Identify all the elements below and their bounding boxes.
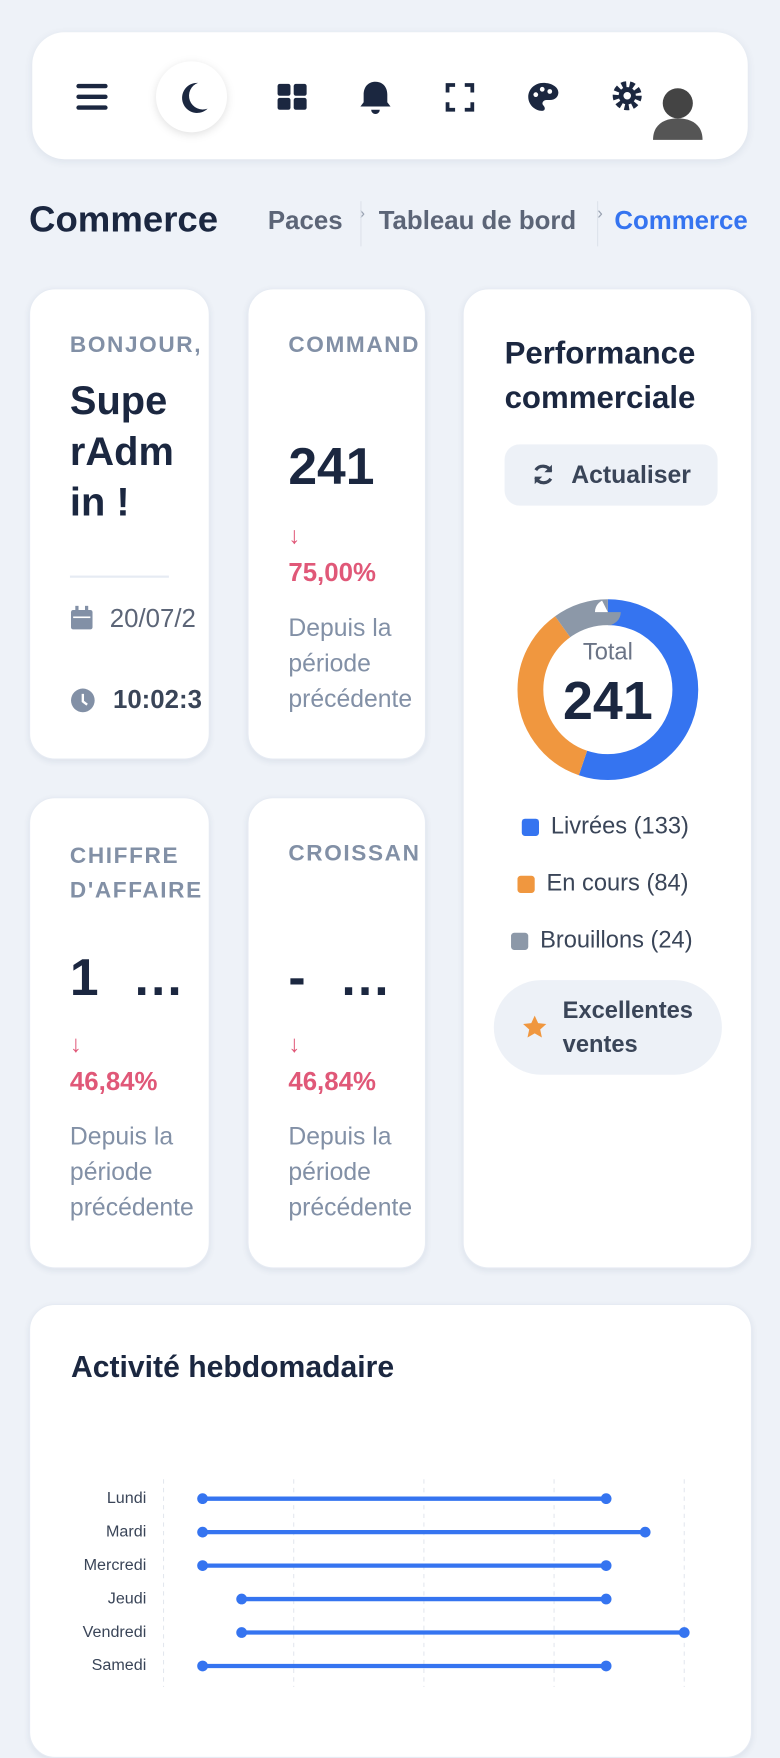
start-dot xyxy=(197,1493,208,1505)
page: Commerce Paces › Tableau de bord › Comme… xyxy=(29,32,753,1758)
kpi-value: 1 … xyxy=(69,949,185,1008)
card-title: Performance commerciale xyxy=(504,336,696,416)
calendar-icon xyxy=(71,605,93,630)
dumbbell-chart: Lundi Mardi Mercredi Jeudi Vendredi Samedi xyxy=(83,1479,690,1687)
start-dot xyxy=(197,1560,208,1571)
button-label: Actualiser xyxy=(571,460,691,489)
theme-toggle[interactable] xyxy=(155,61,228,133)
legend-label: Livrées (133) xyxy=(551,814,689,840)
end-dot xyxy=(639,1526,651,1538)
start-dot xyxy=(197,1660,208,1672)
start-dot xyxy=(236,1627,248,1638)
badge-label: Excellentes ventes xyxy=(562,996,693,1058)
end-dot xyxy=(600,1493,612,1505)
refresh-button[interactable] xyxy=(504,444,718,506)
fullscreen-icon[interactable] xyxy=(445,83,475,112)
center-label: Total xyxy=(583,639,633,665)
legend-label: Brouillons (24) xyxy=(540,928,693,954)
start-dot xyxy=(236,1593,248,1605)
welcome-card: BONJOUR, SuperAdmin ! 20/07/2 10:02:3 xyxy=(29,288,210,760)
kpi-title: CHIFFRE D'AFFAIRE xyxy=(69,843,203,903)
y-tick-label: Samedi xyxy=(92,1656,147,1674)
greeting: BONJOUR, xyxy=(69,332,203,358)
user-name: SuperAdmin ! xyxy=(69,378,174,524)
y-tick-label: Mardi xyxy=(106,1522,146,1540)
kpi-note: Depuis la période précédente xyxy=(288,613,413,713)
breadcrumb-separator: › xyxy=(597,204,603,223)
kpi-change: 46,84% xyxy=(69,1067,158,1097)
divider xyxy=(597,201,599,247)
kpi-note: Depuis la période précédente xyxy=(69,1122,194,1222)
y-tick-label: Lundi xyxy=(107,1489,146,1507)
y-tick-label: Jeudi xyxy=(108,1589,147,1607)
stage: Commerce Paces › Tableau de bord › Comme… xyxy=(29,32,753,1758)
down-arrow: ↓ xyxy=(69,1030,82,1058)
avatar[interactable] xyxy=(653,88,703,140)
breadcrumb-item[interactable]: Paces xyxy=(267,206,343,236)
legend-swatch xyxy=(511,932,529,950)
kpi-change: 75,00% xyxy=(288,558,376,588)
start-dot xyxy=(197,1526,208,1538)
kpi-card: CROISSAN - … ↓ 46,84% Depuis la période … xyxy=(247,797,427,1269)
legend-swatch xyxy=(521,818,540,836)
date: 20/07/2 xyxy=(109,604,196,634)
settings-icon[interactable] xyxy=(612,81,642,111)
divider xyxy=(69,575,169,578)
kpi-title: COMMAND xyxy=(288,332,421,358)
kpi-card: CHIFFRE D'AFFAIRE 1 … ↓ 46,84% Depuis la… xyxy=(29,797,210,1269)
donut-chart: Total 241 Livrées (133) En cours (84) Brouil… xyxy=(511,599,699,954)
clock-icon xyxy=(71,688,95,713)
kpi-card: COMMAND 241 ↓ 75,00% Depuis la période p… xyxy=(247,288,427,760)
donut-segment xyxy=(517,599,699,780)
menu-icon[interactable] xyxy=(76,83,108,110)
donut-segment xyxy=(517,599,699,780)
kpi-value: 241 xyxy=(288,438,375,496)
end-dot xyxy=(600,1660,612,1672)
page-title: Commerce xyxy=(29,199,219,240)
total-value: 241 xyxy=(563,671,653,731)
refresh-icon xyxy=(534,464,553,485)
kpi-value: - … xyxy=(288,949,391,1008)
nav-icons xyxy=(76,61,703,140)
end-dot xyxy=(600,1593,612,1605)
breadcrumb-separator: › xyxy=(359,204,366,223)
breadcrumb-item[interactable]: Tableau de bord xyxy=(378,206,577,236)
apps-icon[interactable] xyxy=(277,83,307,110)
legend-label: En cours (84) xyxy=(547,871,689,897)
card-title: Activité hebdomadaire xyxy=(71,1350,395,1384)
moon-icon xyxy=(182,82,208,113)
star-icon xyxy=(523,1015,547,1038)
kpi-title: CROISSAN xyxy=(288,841,421,867)
breadcrumb-current: Commerce xyxy=(614,206,748,236)
time: 10:02:3 xyxy=(112,685,202,715)
kpi-note: Depuis la période précédente xyxy=(288,1122,413,1222)
y-tick-label: Vendredi xyxy=(83,1623,147,1641)
performance-card: Performance commerciale Actualiser Total… xyxy=(462,288,753,1269)
divider xyxy=(360,201,362,247)
end-dot xyxy=(678,1627,690,1638)
end-dot xyxy=(600,1560,612,1571)
legend-swatch xyxy=(517,875,535,893)
y-tick-label: Mercredi xyxy=(84,1556,147,1574)
kpi-change: 46,84% xyxy=(288,1067,376,1097)
down-arrow: ↓ xyxy=(288,1030,301,1058)
bell-icon[interactable] xyxy=(360,81,391,115)
down-arrow: ↓ xyxy=(288,521,301,549)
